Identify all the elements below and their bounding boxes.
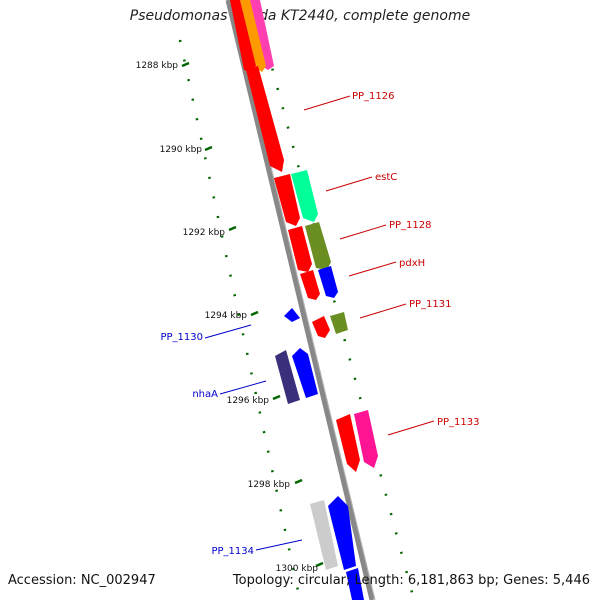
gene-label-pp1131: PP_1131 (409, 299, 452, 310)
gene-red-pp1126 (246, 66, 284, 172)
gene-pp1133 (354, 410, 378, 468)
gene-label-nhaA: nhaA (192, 389, 218, 400)
gene-label-pdxH: pdxH (399, 258, 425, 269)
gene-top-magenta (248, 0, 274, 70)
gene-pp1131 (330, 312, 348, 334)
gene-red-e (336, 414, 360, 472)
tick-label: 1294 kbp (205, 311, 248, 321)
genome-backbone (225, 0, 375, 600)
gene-top-orange (240, 0, 266, 72)
gene-grey-pp1134 (310, 500, 338, 570)
gene-pp1128 (305, 222, 331, 270)
gene-red-c (300, 270, 320, 300)
label-leaders (204, 95, 435, 551)
gene-label-pp1133: PP_1133 (437, 417, 480, 428)
tick-label: 1290 kbp (160, 145, 203, 155)
gene-label-pp1130: PP_1130 (160, 332, 203, 343)
tick-label: 1298 kbp (248, 480, 291, 490)
tick-label: 1292 kbp (183, 228, 226, 238)
tick-label: 1288 kbp (136, 61, 179, 71)
gene-nhaA (292, 348, 318, 398)
gene-blue-f (328, 496, 356, 570)
gene-label-pp1126: PP_1126 (352, 91, 395, 102)
tick-label: 1300 kbp (276, 564, 319, 574)
gene-label-pp1128: PP_1128 (389, 220, 432, 231)
tick-label: 1296 kbp (227, 396, 270, 406)
gene-top-red-1 (230, 0, 256, 72)
gene-blue-g (346, 568, 364, 600)
gene-red-d (312, 316, 330, 338)
topology-text: Topology: circular; Length: 6,181,863 bp… (232, 573, 590, 588)
gene-pdxH (318, 266, 338, 298)
gene-estC (291, 170, 318, 222)
map-title: Pseudomonas putida KT2440, complete geno… (129, 8, 471, 24)
gene-nhaA-navy (275, 350, 300, 404)
gene-label-pp1134: PP_1134 (211, 546, 254, 557)
gene-red-b (288, 226, 312, 272)
accession-text: Accession: NC_002947 (8, 573, 156, 588)
gene-pp1130 (284, 308, 300, 322)
gene-label-estC: estC (375, 172, 397, 183)
gene-red-a (274, 174, 300, 226)
major-ticks (181, 61, 324, 568)
